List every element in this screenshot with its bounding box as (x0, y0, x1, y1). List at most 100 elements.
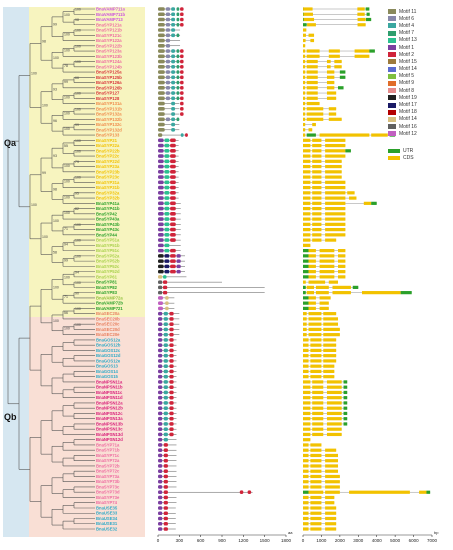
cds-segment (310, 474, 322, 479)
bootstrap-value: 55 (64, 144, 68, 148)
gene-label: BnaSYP41b (96, 206, 120, 211)
gene-label: BnaSYP52a (96, 253, 120, 258)
cds-segment (323, 322, 339, 326)
gene-label: BnaVAMP711b (96, 12, 125, 17)
utr-segment (366, 12, 370, 16)
cds-segment (303, 448, 309, 452)
bootstrap-value: 99 (53, 23, 57, 27)
motif-box (165, 75, 171, 80)
motif-box (165, 85, 171, 90)
motif-box (169, 332, 174, 337)
cds-segment (326, 406, 342, 410)
motif-box (158, 401, 163, 405)
cds-segment (310, 464, 322, 468)
gene-label: BnaSYP122b (96, 43, 122, 48)
gene-label: BnaNPSN12b (96, 406, 123, 411)
motif-box (158, 43, 165, 48)
motif-box (176, 259, 181, 263)
cds-segment (325, 485, 340, 489)
cds-segment (326, 401, 342, 405)
motif-box (158, 117, 165, 122)
motif-box (170, 206, 176, 211)
motif-box (158, 248, 164, 253)
motif-box (158, 106, 165, 111)
cds-segment (325, 222, 346, 226)
utr-segment (303, 301, 309, 305)
motif-box (176, 70, 180, 74)
cds-segment (303, 54, 306, 58)
cds-segment (303, 65, 306, 69)
motif-box (158, 159, 164, 164)
cds-segment (306, 54, 320, 58)
motif-box (163, 432, 168, 437)
gene-label: BnaSYP124a (96, 59, 122, 64)
cds-segment (303, 527, 309, 531)
motif-box (165, 38, 171, 43)
cds-segment (303, 117, 306, 121)
motif-box (158, 280, 163, 284)
motif-axis-label: 1200 (238, 538, 249, 543)
cds-segment (326, 59, 331, 64)
left-tint-band (3, 7, 29, 537)
cds-segment (319, 306, 329, 310)
bootstrap-value: 98 (75, 18, 79, 22)
motif-box (158, 327, 163, 332)
motif-box (158, 54, 165, 59)
cds-segment (303, 228, 311, 232)
cds-segment (319, 259, 335, 263)
cds-segment (310, 522, 322, 526)
motif-box (171, 64, 176, 69)
motif-legend-swatch (388, 66, 396, 72)
cds-segment (319, 264, 335, 268)
motif-box (163, 448, 168, 453)
gene-label: BnaSYP73b (96, 479, 120, 484)
motif-box (162, 290, 168, 295)
cds-segment (306, 291, 315, 295)
gene-label: BnaSYP131a (96, 101, 122, 106)
motif-box (180, 91, 184, 95)
motif-box (158, 222, 164, 227)
gene-label: BnaSYP123b (96, 54, 122, 59)
motif-box (158, 453, 163, 458)
gene-label: BnaNPSN13a (96, 416, 123, 421)
motif-box (169, 427, 174, 432)
motif-box (158, 122, 165, 127)
cds-segment (308, 306, 316, 310)
cds-segment (325, 527, 337, 531)
cds-segment (303, 86, 306, 90)
cds-segment (312, 222, 322, 226)
gene-label: BnaSYP83 (96, 290, 118, 295)
cds-segment (312, 180, 322, 184)
cds-segment (303, 411, 311, 416)
motif-box (164, 264, 170, 269)
cds-segment (361, 291, 401, 295)
cds-segment (325, 464, 339, 468)
cds-segment (325, 506, 337, 510)
gene-axis-label: 0 (302, 538, 305, 543)
cds-segment (326, 390, 342, 395)
motif-box (163, 359, 168, 363)
motif-box (164, 149, 170, 153)
motif-box (158, 390, 163, 395)
cds-segment (312, 149, 322, 153)
cds-segment (303, 180, 311, 184)
motif-box (176, 85, 180, 90)
motif-box (169, 411, 174, 416)
cds-segment (308, 254, 316, 258)
motif-box (162, 280, 168, 284)
gene-label: BnaNPSN11c (96, 390, 123, 395)
motif-box (158, 233, 164, 237)
cds-segment (325, 164, 342, 169)
cds-segment (308, 317, 322, 321)
cds-segment (315, 285, 329, 289)
gene-label: BnaVAMP72a (96, 295, 123, 300)
cds-segment (303, 49, 306, 53)
cds-segment (310, 369, 322, 374)
cds-segment (303, 338, 309, 342)
motif-box (171, 28, 176, 32)
motif-legend-swatch (388, 131, 396, 137)
motif-box (170, 217, 176, 221)
motif-legend-item: Motif 4 (388, 22, 452, 29)
motif-box (180, 70, 184, 74)
motif-box (158, 317, 163, 321)
